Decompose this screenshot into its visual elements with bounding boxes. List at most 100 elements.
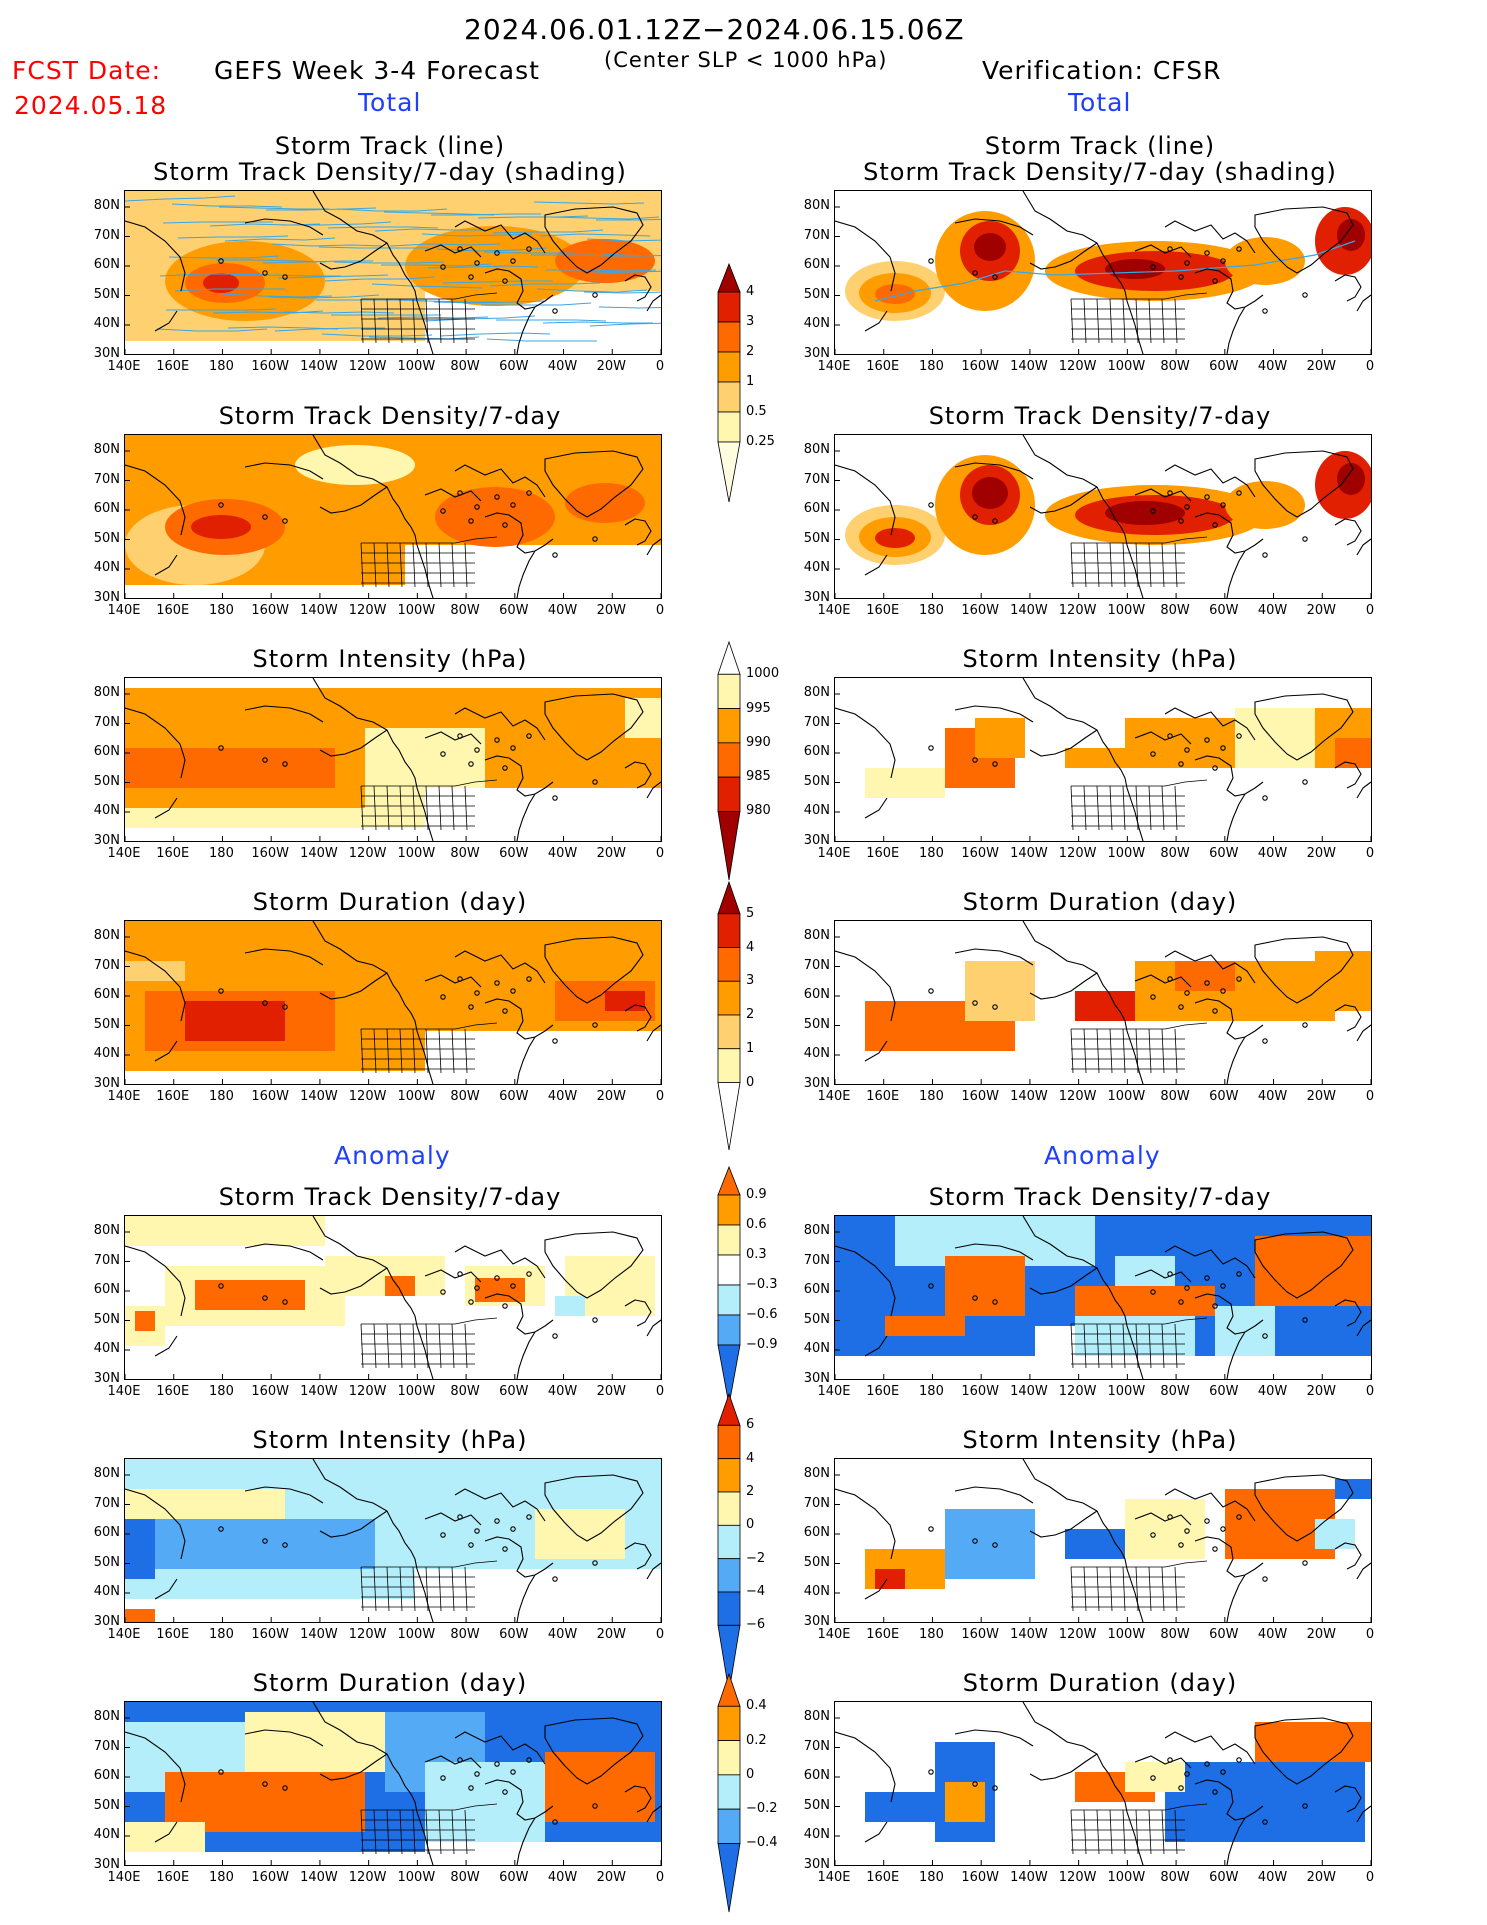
colorbar-label: 0 (746, 1074, 755, 1090)
lat-label: 50N (803, 530, 830, 546)
colorbar-label: −0.2 (746, 1801, 778, 1817)
lat-label: 80N (93, 685, 120, 700)
lat-label: 60N (93, 1525, 120, 1540)
colorbar-label: 2 (746, 1007, 755, 1022)
lon-label: 120W (1058, 846, 1097, 861)
title-r4: Storm Duration (day) (962, 888, 1238, 916)
lon-label: 100W (1107, 846, 1146, 861)
lat-label: 70N (93, 1252, 120, 1268)
lon-label: 20W (1306, 359, 1336, 374)
lat-label: 70N (803, 1495, 830, 1511)
lat-label: 50N (93, 773, 120, 789)
lon-label: 100W (397, 359, 436, 374)
lon-label: 140W (1010, 359, 1048, 374)
lon-label: 0 (655, 359, 665, 374)
title-r2: Storm Track Density/7-day (928, 402, 1272, 430)
lon-label: 0 (1365, 603, 1375, 618)
lat-label: 80N (93, 1223, 120, 1238)
lat-label: 50N (93, 1797, 120, 1813)
lon-label: 40W (1257, 846, 1288, 861)
title-l3: Storm Intensity (hPa) (252, 645, 528, 673)
lon-label: 140W (300, 359, 338, 374)
lat-label: 60N (803, 1282, 830, 1297)
lon-label: 120W (348, 359, 387, 374)
colorbar-intensity-total (716, 640, 742, 888)
lon-label: 160E (866, 359, 900, 374)
lat-label: 60N (803, 744, 830, 759)
lon-label: 160E (866, 1089, 900, 1104)
lat-label: 80N (93, 442, 120, 457)
lat-label: 70N (93, 714, 120, 730)
colorbar-label: 0.2 (746, 1732, 767, 1748)
lon-label: 60W (499, 359, 529, 374)
lon-label: 140W (300, 1089, 338, 1104)
lon-label: 100W (397, 1627, 436, 1642)
lat-label: 30N (93, 1075, 120, 1091)
lon-label: 100W (397, 1089, 436, 1104)
lat-label: 40N (93, 560, 120, 575)
map-fcst-intensity-anom (124, 1458, 662, 1623)
total-right-label: Total (1068, 88, 1132, 117)
lon-label: 140E (107, 603, 141, 618)
lon-label: 60W (1209, 1627, 1239, 1642)
lon-label: 140W (1010, 1627, 1048, 1642)
lon-label: 180 (919, 1384, 944, 1399)
colorbar-label: 0.4 (746, 1698, 767, 1714)
lon-label: 60W (1209, 1384, 1239, 1399)
lon-label: 60W (1209, 846, 1239, 861)
lat-label: 70N (803, 471, 830, 487)
lon-label: 120W (348, 1870, 387, 1885)
colorbar-label: 4 (746, 939, 755, 955)
lon-label: 120W (348, 846, 387, 861)
title-l5: Storm Track Density/7-day (218, 1183, 562, 1211)
lon-label: 20W (596, 1870, 626, 1885)
lon-label: 20W (596, 1384, 626, 1399)
lat-label: 60N (93, 744, 120, 759)
lon-label: 140W (1010, 1870, 1048, 1885)
lon-label: 20W (596, 846, 626, 861)
lat-label: 60N (93, 257, 120, 272)
lon-label: 0 (655, 1870, 665, 1885)
colorbar-label: −0.4 (746, 1835, 778, 1851)
lon-label: 0 (655, 1627, 665, 1642)
total-left-label: Total (358, 88, 422, 117)
lat-label: 40N (803, 803, 830, 818)
lon-label: 160E (156, 603, 190, 618)
lon-label: 180 (209, 1089, 234, 1104)
lon-label: 80W (450, 359, 480, 374)
lon-label: 180 (919, 1089, 944, 1104)
lon-label: 40W (1257, 1089, 1288, 1104)
lon-label: 180 (209, 1870, 234, 1885)
map-verif-track (834, 190, 1372, 355)
lon-label: 60W (499, 1870, 529, 1885)
lon-label: 60W (1209, 1089, 1239, 1104)
lon-label: 160E (866, 1627, 900, 1642)
lon-label: 180 (209, 603, 234, 618)
lon-label: 160E (156, 846, 190, 861)
lon-label: 160W (961, 1627, 999, 1642)
lon-label: 120W (348, 1089, 387, 1104)
lon-label: 180 (919, 1870, 944, 1885)
colorbar-density-total (716, 262, 742, 510)
title-l4: Storm Duration (day) (252, 888, 528, 916)
map-fcst-density-anom (124, 1215, 662, 1380)
lon-label: 80W (450, 1627, 480, 1642)
lon-label: 140E (107, 1089, 141, 1104)
lon-label: 140E (817, 1870, 851, 1885)
lon-label: 140E (817, 1089, 851, 1104)
lon-label: 160E (156, 1384, 190, 1399)
lat-label: 30N (93, 1613, 120, 1629)
lon-label: 40W (547, 603, 578, 618)
lat-label: 60N (93, 501, 120, 516)
lon-label: 40W (547, 1627, 578, 1642)
lon-label: 180 (919, 846, 944, 861)
map-verif-intensity (834, 677, 1372, 842)
lon-label: 80W (450, 846, 480, 861)
lon-label: 20W (596, 1627, 626, 1642)
lon-label: 160W (961, 1384, 999, 1399)
title-r1-a: Storm Track (line) (984, 132, 1216, 160)
lat-label: 70N (93, 1738, 120, 1754)
lat-label: 30N (803, 589, 830, 605)
lat-label: 30N (93, 345, 120, 361)
title-r5: Storm Track Density/7-day (928, 1183, 1272, 1211)
